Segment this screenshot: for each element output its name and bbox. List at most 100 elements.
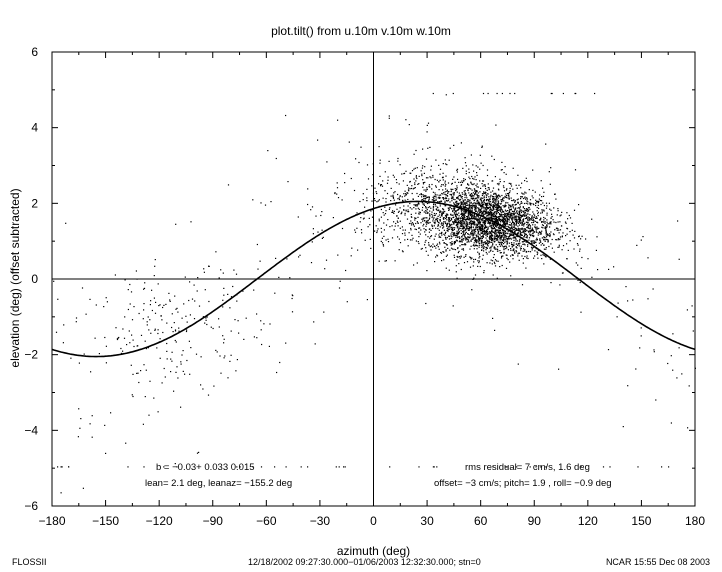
data-point xyxy=(354,231,357,233)
data-point xyxy=(523,210,525,212)
data-point xyxy=(533,231,535,233)
data-point xyxy=(470,207,472,209)
data-point xyxy=(206,323,208,326)
data-point xyxy=(174,295,176,297)
data-point xyxy=(482,224,484,226)
data-point xyxy=(461,238,463,240)
data-point xyxy=(568,214,570,217)
data-point xyxy=(378,146,380,148)
data-point xyxy=(494,238,496,240)
data-point xyxy=(591,276,593,278)
data-point xyxy=(485,234,487,236)
data-point xyxy=(546,226,548,228)
data-point xyxy=(417,204,419,206)
data-point xyxy=(480,204,482,207)
data-point xyxy=(532,219,534,221)
data-point xyxy=(462,249,465,251)
data-point xyxy=(472,238,474,240)
data-point xyxy=(522,241,524,243)
data-point xyxy=(434,194,436,196)
data-point xyxy=(542,227,544,229)
data-point xyxy=(535,216,537,218)
data-point xyxy=(541,230,543,232)
data-point xyxy=(499,219,501,221)
data-point xyxy=(317,139,319,141)
data-point xyxy=(526,197,528,199)
data-point xyxy=(474,245,476,247)
data-point xyxy=(483,250,485,252)
data-point xyxy=(522,206,524,208)
data-point xyxy=(531,241,533,243)
data-point xyxy=(435,186,437,188)
data-point xyxy=(502,218,504,220)
data-point xyxy=(531,229,533,231)
data-point xyxy=(486,206,488,208)
data-point xyxy=(527,222,529,224)
data-point xyxy=(425,229,427,231)
data-point xyxy=(404,193,407,195)
data-point xyxy=(433,217,435,219)
data-point xyxy=(543,191,545,193)
data-point xyxy=(497,201,499,203)
data-point xyxy=(385,198,387,200)
data-point xyxy=(561,211,563,213)
data-point xyxy=(467,207,469,209)
data-point xyxy=(531,215,533,217)
data-point xyxy=(441,224,443,227)
data-point xyxy=(489,207,491,209)
data-point xyxy=(497,248,499,250)
data-point xyxy=(408,232,410,234)
data-point xyxy=(458,227,460,229)
data-point xyxy=(68,466,70,468)
data-point xyxy=(509,227,511,229)
data-point xyxy=(471,196,473,198)
data-point xyxy=(528,223,531,225)
data-point xyxy=(404,229,406,231)
data-point xyxy=(390,187,392,189)
data-point xyxy=(508,235,511,237)
data-point xyxy=(458,212,460,214)
data-point xyxy=(414,167,416,169)
data-point xyxy=(425,222,427,224)
data-point xyxy=(523,232,525,234)
data-point xyxy=(519,210,521,212)
data-point xyxy=(498,182,500,184)
data-point xyxy=(440,194,442,196)
data-point xyxy=(549,234,551,236)
data-point xyxy=(516,215,518,217)
data-point xyxy=(150,300,152,302)
data-point xyxy=(536,251,538,253)
data-point xyxy=(558,246,560,248)
data-point xyxy=(480,242,482,244)
data-point xyxy=(431,188,433,190)
data-point xyxy=(545,229,547,231)
data-point xyxy=(516,187,518,189)
data-point xyxy=(464,157,466,159)
data-point xyxy=(504,215,506,218)
data-point xyxy=(223,294,225,296)
data-point xyxy=(470,239,472,241)
data-point xyxy=(661,466,663,468)
data-point xyxy=(307,466,309,468)
data-point xyxy=(529,235,531,237)
data-point xyxy=(380,208,382,211)
data-point xyxy=(494,229,496,231)
data-point xyxy=(367,178,370,180)
data-point xyxy=(399,207,401,209)
data-point xyxy=(457,233,459,235)
data-point xyxy=(511,199,513,202)
data-point xyxy=(343,466,345,468)
data-point xyxy=(120,347,122,350)
data-point xyxy=(498,207,500,209)
data-point xyxy=(507,215,509,218)
data-point xyxy=(467,183,469,186)
data-point xyxy=(425,190,427,192)
data-point xyxy=(478,226,480,228)
data-point xyxy=(571,229,573,231)
data-point xyxy=(477,200,479,202)
data-point xyxy=(498,235,500,237)
data-point xyxy=(504,224,506,226)
data-point xyxy=(492,200,494,202)
data-point xyxy=(435,198,437,200)
data-point xyxy=(558,244,560,246)
